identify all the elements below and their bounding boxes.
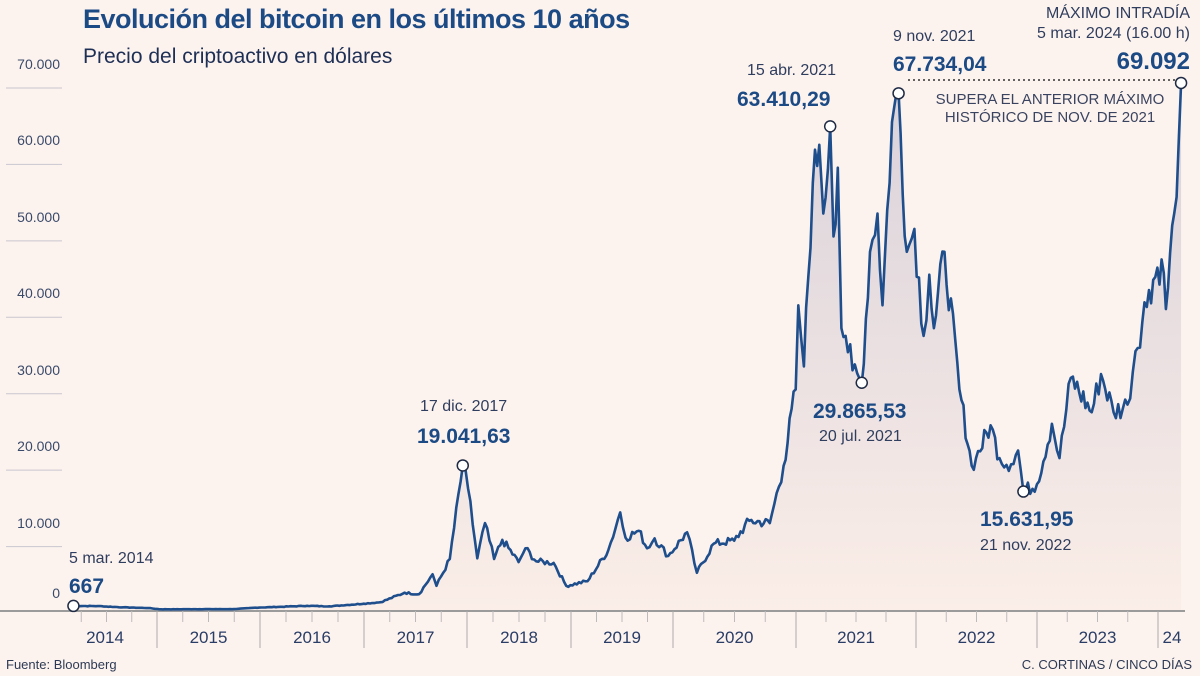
markers bbox=[67, 76, 1188, 613]
x-tick-label: 2017 bbox=[396, 628, 435, 647]
y-tick-label: 20.000 bbox=[17, 438, 60, 455]
apr2021-value: 63.410,29 bbox=[737, 88, 831, 111]
y-tick-label: 30.000 bbox=[17, 361, 60, 378]
x-tick-label: 24 bbox=[1162, 628, 1182, 647]
gridlines bbox=[6, 87, 62, 548]
credit-note: C. CORTINAS / CINCO DÍAS bbox=[1021, 657, 1192, 672]
y-tick-label: 0 bbox=[52, 585, 60, 601]
x-tick-label: 2019 bbox=[603, 628, 641, 647]
x-tick-label: 2023 bbox=[1078, 628, 1117, 647]
nov2022-date: 21 nov. 2022 bbox=[980, 537, 1072, 554]
y-tick-label: 40.000 bbox=[17, 285, 60, 302]
nov2021-value: 67.734,04 bbox=[893, 53, 987, 76]
jul2021-date: 20 jul. 2021 bbox=[819, 428, 902, 445]
data-point-marker bbox=[67, 599, 80, 613]
record-note: SUPERA EL ANTERIOR MÁXIMO HISTÓRICO DE N… bbox=[930, 91, 1170, 127]
x-tick-label: 2022 bbox=[957, 628, 996, 647]
max2024-date: 5 mar. 2024 (16.00 h) bbox=[1037, 25, 1190, 42]
data-point-marker bbox=[855, 376, 869, 389]
max2024-label: MÁXIMO INTRADÍA bbox=[1045, 5, 1190, 22]
peak2017-date: 17 dic. 2017 bbox=[420, 398, 508, 415]
start-value: 667 bbox=[69, 575, 105, 598]
data-point-marker bbox=[1174, 76, 1188, 90]
y-tick-label: 10.000 bbox=[17, 514, 60, 531]
record-note-line2: HISTÓRICO DE NOV. DE 2021 bbox=[944, 109, 1156, 126]
data-point-marker bbox=[892, 87, 905, 100]
jul2021-value: 29.865,53 bbox=[813, 400, 907, 423]
nov2022-value: 15.631,95 bbox=[980, 508, 1074, 531]
x-tick-label: 2021 bbox=[837, 628, 875, 647]
chart-title: Evolución del bitcoin en los últimos 10 … bbox=[83, 4, 630, 34]
apr2021-date: 15 abr. 2021 bbox=[747, 62, 836, 79]
record-note-line1: SUPERA EL ANTERIOR MÁXIMO bbox=[935, 91, 1165, 108]
x-tick-label: 2015 bbox=[189, 628, 228, 647]
start-date: 5 mar. 2014 bbox=[69, 550, 154, 567]
max2024-value: 69.092 bbox=[1116, 48, 1190, 75]
y-tick-label: 50.000 bbox=[17, 208, 60, 225]
x-axis-ticks bbox=[80, 611, 1159, 648]
peak2017-value: 19.041,63 bbox=[417, 425, 511, 448]
x-tick-label: 2016 bbox=[293, 628, 331, 647]
chart-subtitle: Precio del criptoactivo en dólares bbox=[83, 45, 393, 68]
price-line bbox=[73, 82, 1183, 611]
price-area bbox=[73, 82, 1182, 611]
data-point-marker bbox=[823, 120, 837, 133]
x-tick-label: 2014 bbox=[86, 628, 124, 647]
data-point-marker bbox=[456, 459, 470, 472]
x-tick-label: 2018 bbox=[500, 628, 538, 647]
nov2021-date: 9 nov. 2021 bbox=[893, 28, 976, 45]
x-tick-label: 2020 bbox=[715, 628, 754, 647]
y-tick-label: 70.000 bbox=[17, 56, 60, 72]
y-tick-label: 60.000 bbox=[17, 132, 60, 149]
source-note: Fuente: Bloomberg bbox=[6, 657, 117, 672]
data-point-marker bbox=[1017, 485, 1030, 498]
